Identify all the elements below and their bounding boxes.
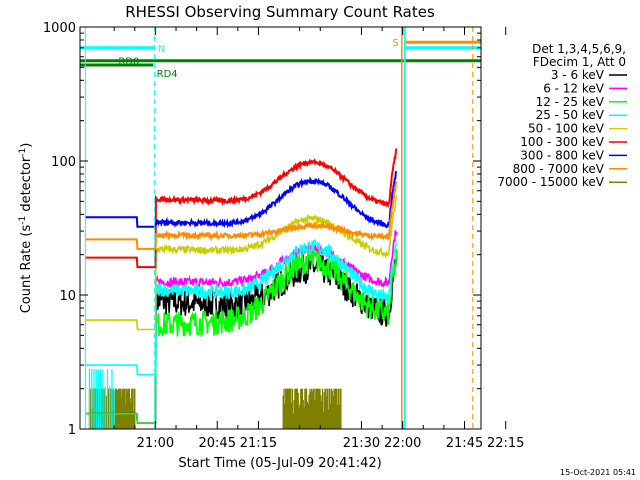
legend-label: 7000 - 15000 keV	[497, 175, 604, 189]
flag-label: S	[392, 38, 398, 49]
x-tick-label: 21:45	[446, 436, 483, 451]
series-line	[85, 170, 398, 229]
flag-label: N	[158, 44, 165, 55]
series-layer	[85, 148, 398, 424]
y-axis-label-exp2: -1	[18, 148, 28, 157]
series-line	[85, 181, 398, 250]
series-line	[85, 239, 398, 376]
legend-label: 6 - 12 keV	[543, 81, 605, 95]
x-tick-label: 22:15	[487, 436, 524, 451]
flags-layer: N RD0 RD4 S	[80, 27, 481, 429]
x-tick-label: 21:15	[240, 436, 277, 451]
chart-title: RHESSI Observing Summary Count Rates	[125, 3, 435, 21]
legend-label: 12 - 25 keV	[536, 95, 605, 109]
y-axis-label-exp: -1	[18, 216, 28, 225]
y-axis-label-end: )	[19, 143, 34, 148]
legend-label: 800 - 7000 keV	[513, 162, 605, 176]
series-line	[85, 248, 398, 424]
legend-label: 300 - 800 keV	[520, 148, 604, 162]
y-tick-label: 1000	[43, 21, 76, 36]
legend-header-line2: FDecim 1, Att 0	[533, 55, 626, 69]
x-tick-label: 21:30	[343, 436, 380, 451]
y-axis-label: Count Rate (s-1 detector-1)	[18, 143, 34, 314]
plot-frame	[79, 26, 482, 430]
y-axis-label-mid: detector	[19, 156, 34, 216]
y-tick-label: 100	[51, 155, 76, 170]
y-tick-label: 1	[68, 423, 76, 438]
legend-label: 3 - 6 keV	[551, 68, 605, 82]
x-axis: 20:45 21:00 21:15 21:30 21:45 22:00 22:15	[113, 27, 524, 451]
y-axis-label-main: Count Rate (s	[19, 225, 34, 314]
footer-timestamp: 15-Oct-2021 05:41	[560, 468, 636, 477]
legend-label: 25 - 50 keV	[536, 108, 605, 122]
x-tick-label: 20:45	[199, 436, 236, 451]
x-tick-label: 22:00	[384, 436, 421, 451]
background-marks	[88, 369, 342, 429]
x-axis-label: Start Time (05-Jul-09 20:41:42)	[178, 456, 381, 471]
series-line	[85, 148, 398, 269]
series-line	[85, 195, 398, 331]
y-tick-label: 10	[59, 289, 76, 304]
legend-label: 100 - 300 keV	[520, 135, 604, 149]
legend-label: 50 - 100 keV	[528, 122, 605, 136]
legend-header-line1: Det 1,3,4,5,6,9,	[532, 42, 626, 56]
flag-label: RD0	[118, 57, 139, 68]
flag-label: RD4	[157, 69, 178, 80]
x-tick-label: 21:00	[137, 436, 174, 451]
y-axis: 1 10 100 1000	[43, 21, 481, 438]
